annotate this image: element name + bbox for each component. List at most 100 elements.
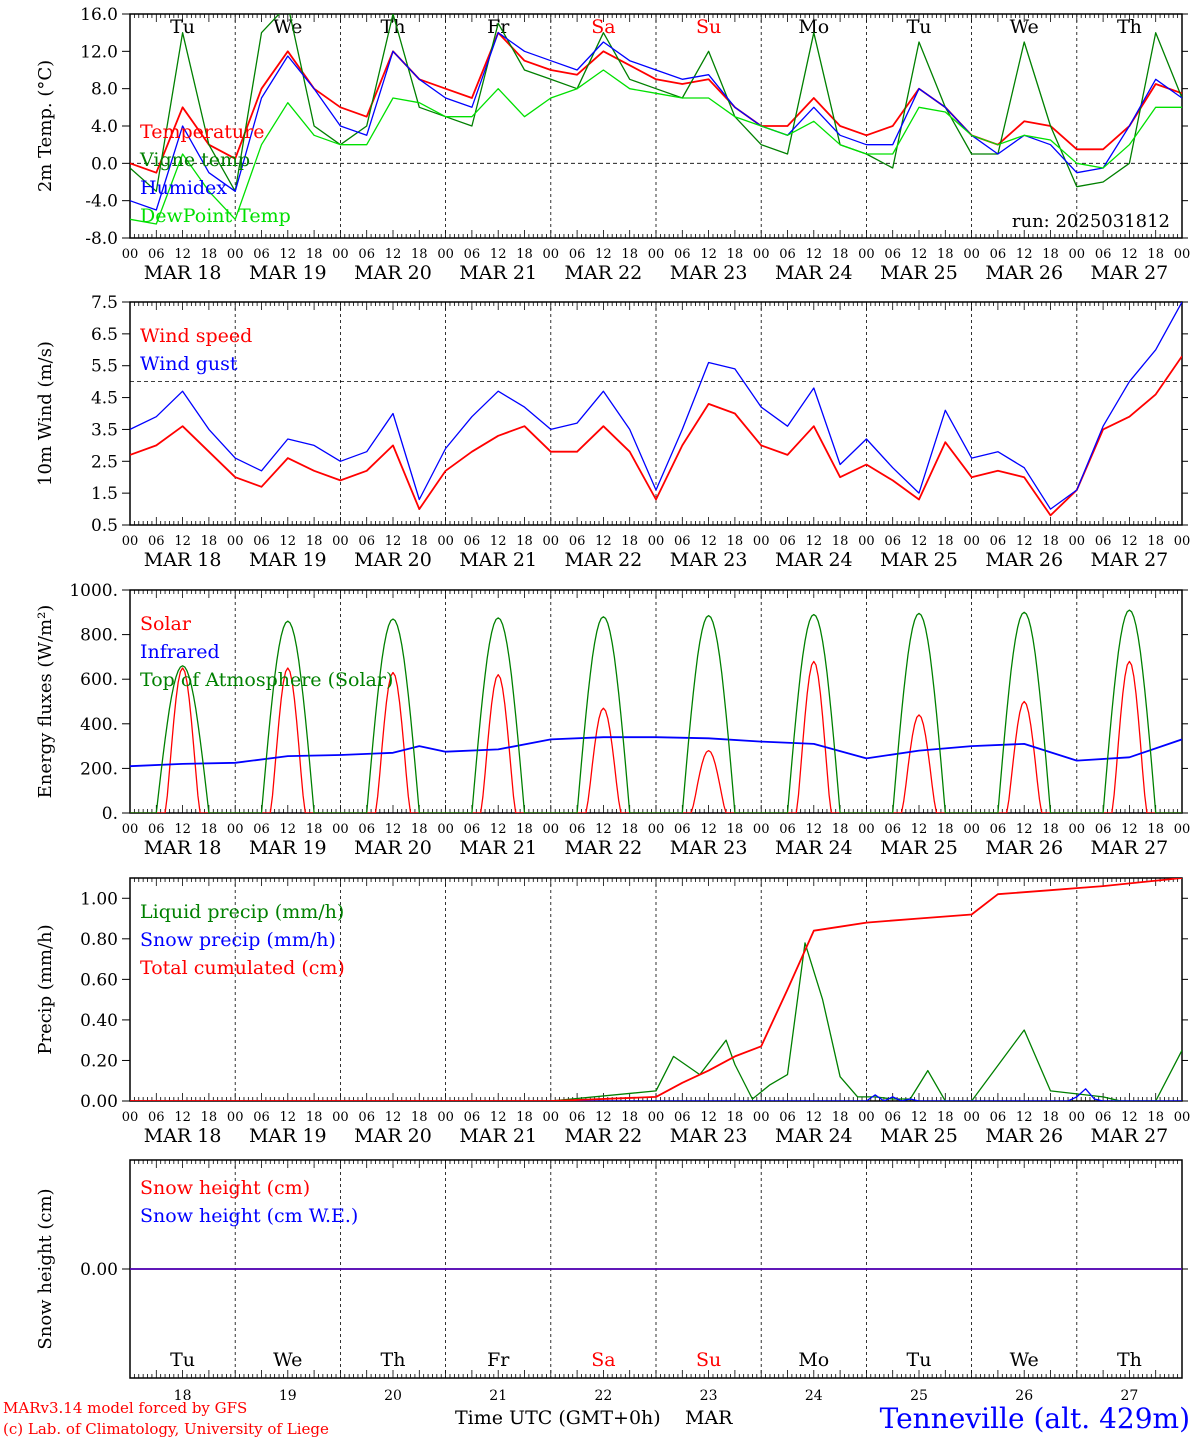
date-label: MAR 23 [670, 549, 748, 571]
x-tick-label: 00 [963, 247, 980, 262]
x-tick-label: 00 [648, 1110, 665, 1125]
y-tick-label: 12.0 [80, 42, 118, 62]
x-tick-label: 12 [174, 247, 191, 262]
y-tick-label: -8.0 [85, 229, 118, 249]
x-tick-label: 06 [990, 247, 1007, 262]
x-axis-label: Time UTC (GMT+0h) [455, 1407, 661, 1429]
date-label: MAR 24 [775, 1125, 853, 1147]
date-label: MAR 21 [459, 837, 537, 859]
date-label: MAR 26 [985, 837, 1063, 859]
series-line-snow-precip-mm-h- [130, 1088, 1182, 1101]
x-tick-label: 18 [937, 534, 954, 549]
x-tick-label: 18 [832, 247, 849, 262]
x-tick-label: 12 [490, 534, 507, 549]
x-tick-label: 12 [1121, 534, 1138, 549]
y-tick-label: 0. [102, 804, 118, 824]
x-tick-label: 00 [122, 247, 139, 262]
x-tick-label: 06 [148, 1110, 165, 1125]
x-tick-label: 00 [227, 822, 244, 837]
x-tick-label: 06 [358, 1110, 375, 1125]
y-tick-label: 200. [80, 759, 118, 779]
x-tick-label: 06 [779, 534, 796, 549]
x-tick-label: 12 [700, 822, 717, 837]
x-tick-label: 12 [174, 822, 191, 837]
x-tick-label: 06 [884, 247, 901, 262]
y-tick-label: 1000. [69, 581, 118, 601]
legend-entry: Wind speed [140, 325, 252, 347]
y-tick-label: 4.0 [91, 117, 118, 137]
x-tick-label: 12 [385, 534, 402, 549]
x-tick-label: 12 [700, 1110, 717, 1125]
y-tick-label: 7.5 [91, 293, 118, 313]
legend-entry: Total cumulated (cm) [140, 957, 345, 979]
x-tick-label: 18 [832, 1110, 849, 1125]
series-group [130, 14, 1182, 225]
x-tick-label: 18 [832, 534, 849, 549]
y-tick-label: 0.20 [80, 1051, 118, 1071]
x-tick-label: 18 [832, 822, 849, 837]
x-tick-label: 00 [332, 247, 349, 262]
date-label: MAR 20 [354, 549, 432, 571]
day-of-week-label: We [1010, 16, 1039, 38]
y-axis-label: Snow height (cm) [35, 1188, 56, 1349]
x-tick-label: 06 [674, 247, 691, 262]
x-tick-label: 00 [332, 1110, 349, 1125]
day-of-week-label: Sa [591, 1349, 615, 1371]
x-tick-label: 06 [464, 534, 481, 549]
x-tick-label: 06 [464, 247, 481, 262]
date-label: MAR 19 [249, 262, 327, 284]
day-of-week-label: Th [1117, 1349, 1142, 1371]
series-line-humidex [130, 32, 1182, 211]
x-tick-label: 12 [280, 1110, 297, 1125]
date-label: MAR 23 [670, 837, 748, 859]
series-line-wind-gust [130, 302, 1182, 510]
x-tick-label: 06 [674, 822, 691, 837]
x-tick-label: 18 [1147, 534, 1164, 549]
day-of-week-label: Th [381, 16, 406, 38]
date-label: MAR 19 [249, 1125, 327, 1147]
x-tick-label: 06 [990, 534, 1007, 549]
x-tick-label: 12 [1121, 247, 1138, 262]
date-label: MAR 27 [1091, 549, 1169, 571]
x-tick-label: 18 [727, 822, 744, 837]
day-number-label: 21 [489, 1388, 507, 1404]
legend-entry: Solar [140, 613, 192, 635]
x-tick-label: 12 [806, 1110, 823, 1125]
x-tick-label: 00 [858, 1110, 875, 1125]
x-tick-label: 06 [569, 534, 586, 549]
x-tick-label: 18 [1042, 534, 1059, 549]
day-of-week-label: Fr [487, 1349, 510, 1371]
x-tick-label: 12 [595, 247, 612, 262]
x-tick-label: 06 [358, 534, 375, 549]
x-tick-label: 06 [1095, 822, 1112, 837]
x-tick-label: 00 [437, 534, 454, 549]
x-tick-label: 18 [621, 247, 638, 262]
x-tick-label: 18 [1147, 822, 1164, 837]
x-tick-label: 18 [516, 534, 533, 549]
x-tick-label: 12 [1121, 822, 1138, 837]
panel-snow: 0.00 Snow height (cm) Tu 18 We 19 Th 20 Fr 21 Sa 22… [35, 1159, 1188, 1404]
day-of-week-label: Su [696, 16, 721, 38]
x-tick-label: 18 [1147, 247, 1164, 262]
legend-entry: Top of Atmosphere (Solar) [140, 669, 393, 691]
legend-entry: Snow precip (mm/h) [140, 929, 336, 951]
x-tick-label: 18 [1042, 247, 1059, 262]
x-tick-label: 06 [1095, 534, 1112, 549]
x-tick-label: 00 [858, 247, 875, 262]
x-tick-label: 12 [385, 822, 402, 837]
x-tick-label: 00 [963, 1110, 980, 1125]
x-tick-label: 00 [1174, 534, 1191, 549]
y-tick-label: 1.5 [91, 484, 118, 504]
x-tick-label: 12 [1016, 247, 1033, 262]
x-tick-label: 18 [727, 534, 744, 549]
chart-panels: -8.0 -4.0 0.0 4.0 8.0 12.0 16.0 2m Temp. (°C) Tu… [35, 5, 1190, 1404]
legend-entry: Snow height (cm) [140, 1177, 310, 1199]
x-tick-label: 00 [227, 1110, 244, 1125]
x-tick-label: 18 [306, 822, 323, 837]
x-tick-label: 00 [648, 822, 665, 837]
date-label: MAR 24 [775, 262, 853, 284]
y-tick-label: 0.80 [80, 930, 118, 950]
y-tick-label: 0.40 [80, 1011, 118, 1031]
day-of-week-label: Tu [170, 16, 195, 38]
